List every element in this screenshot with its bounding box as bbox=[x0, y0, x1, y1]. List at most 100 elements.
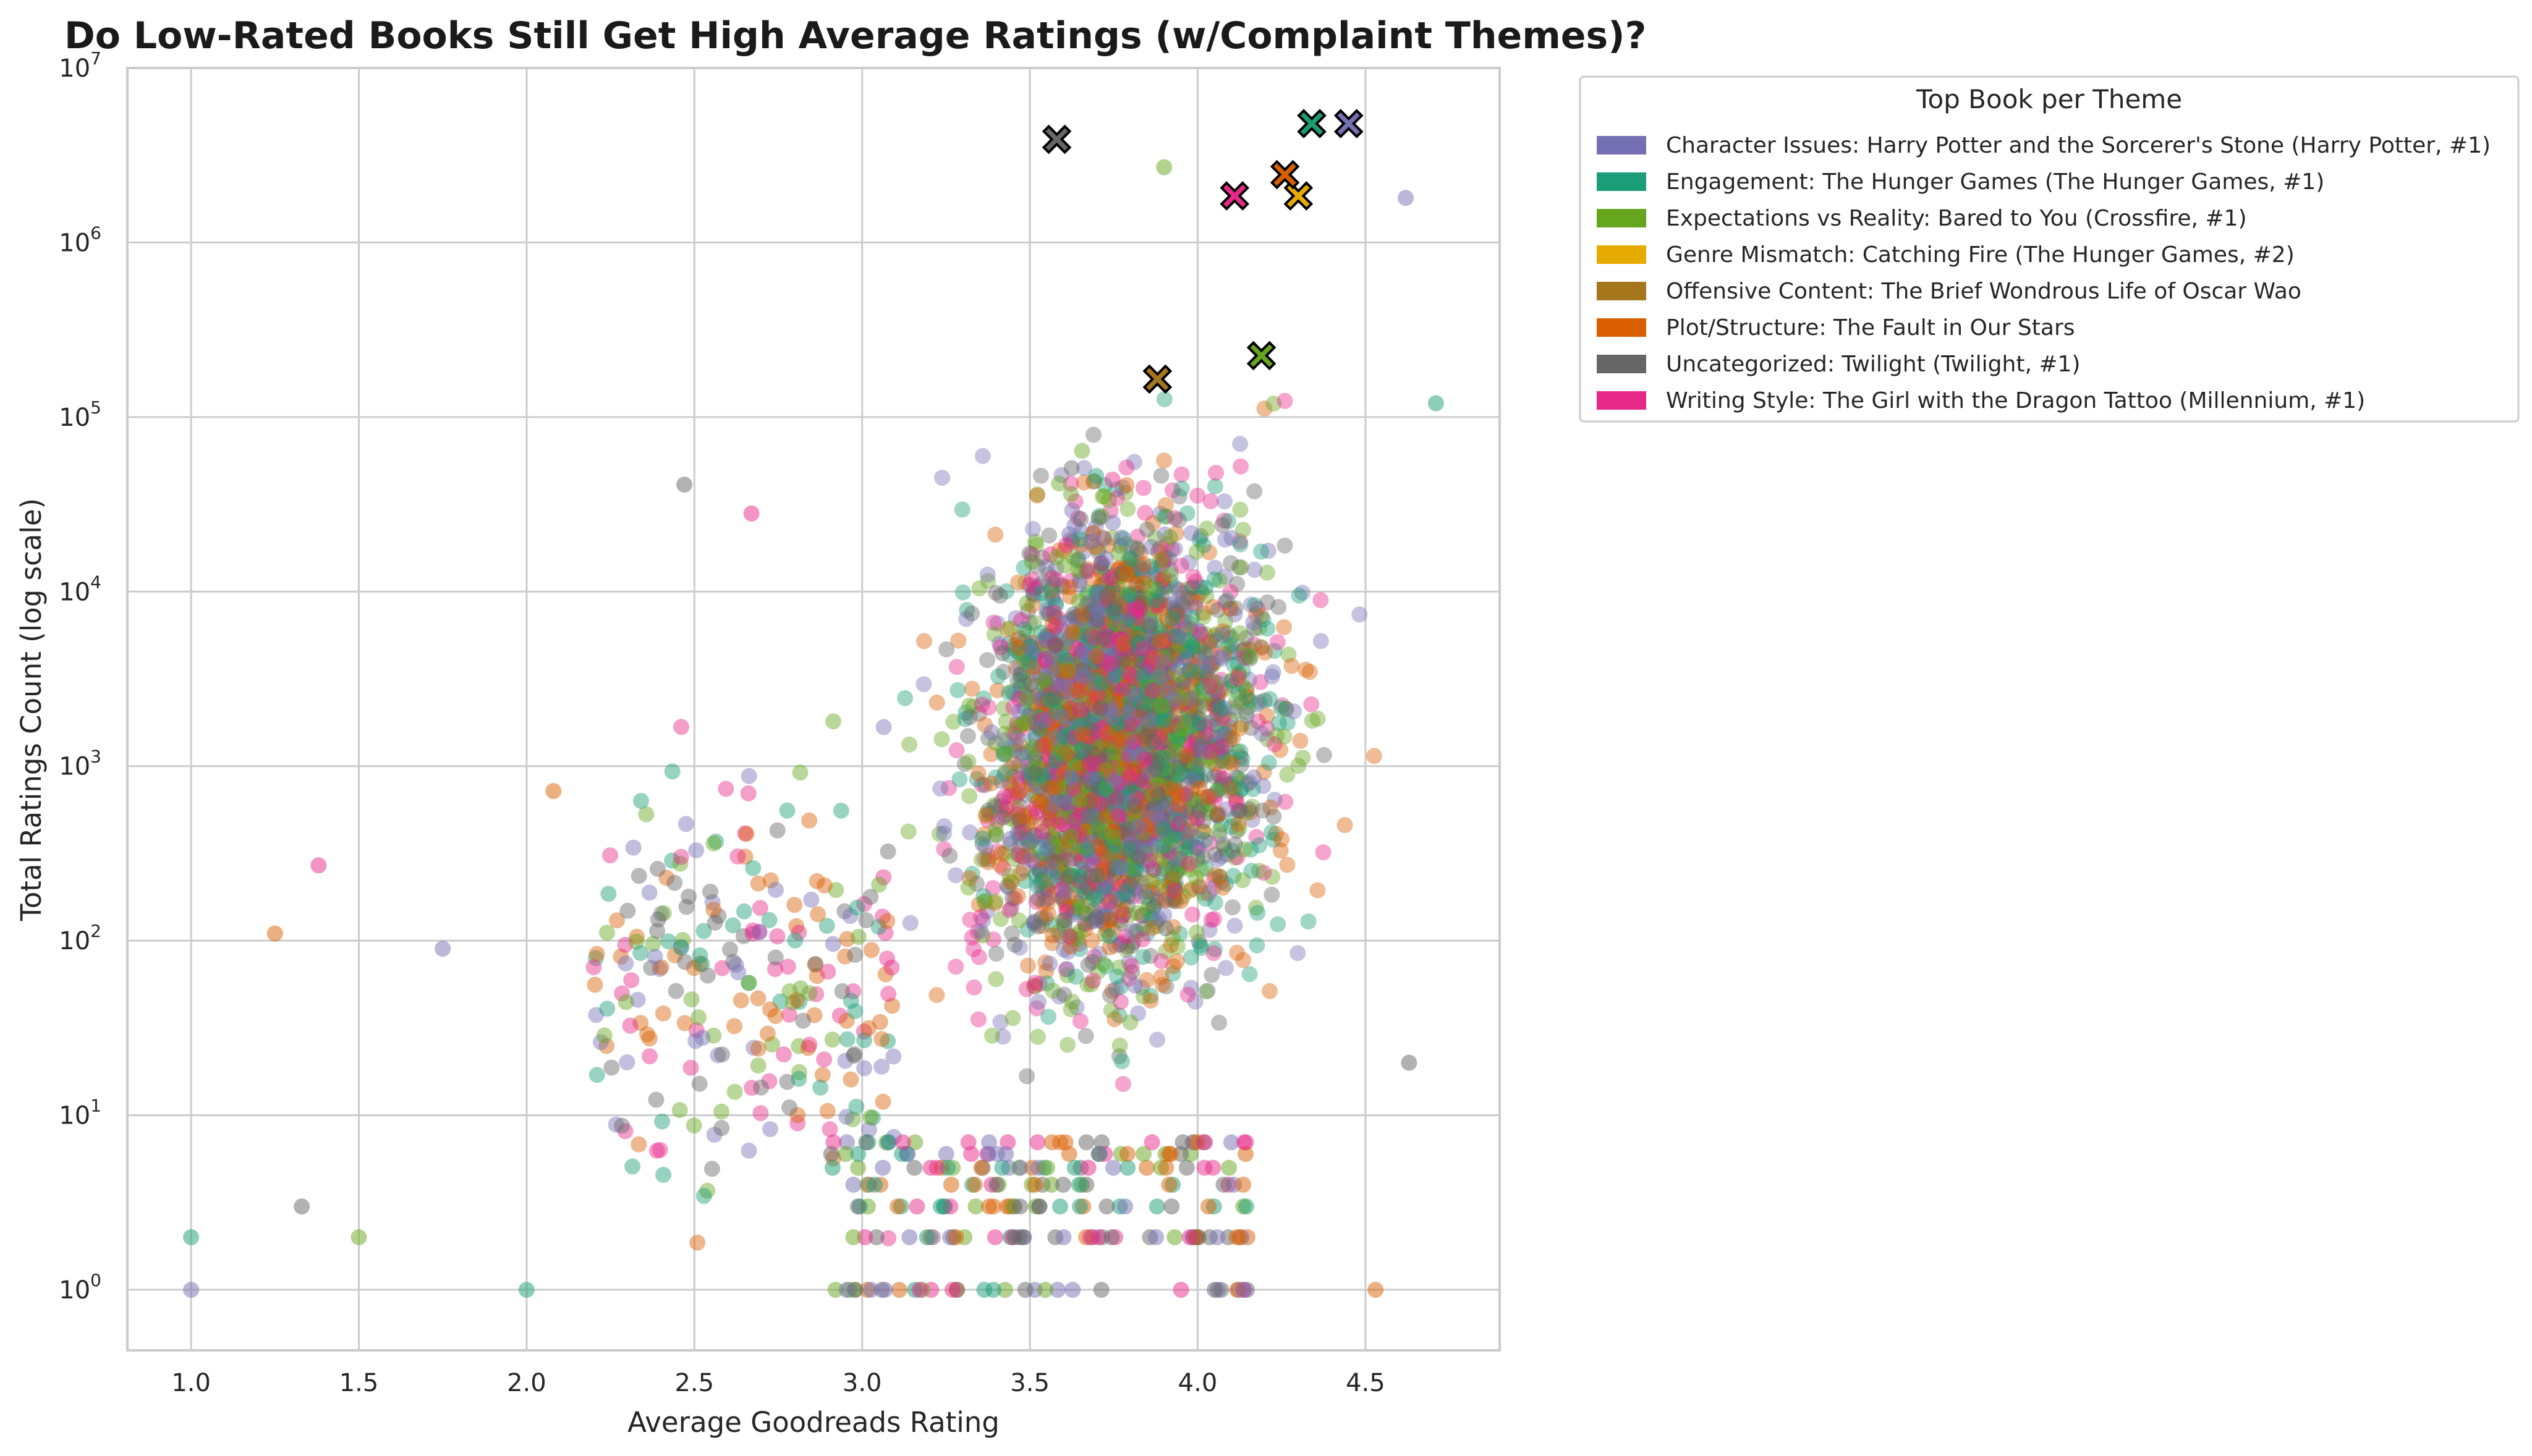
scatter-point bbox=[916, 633, 932, 650]
scatter-point bbox=[1232, 743, 1249, 760]
scatter-point bbox=[1162, 529, 1178, 546]
scatter-point bbox=[1056, 986, 1073, 1003]
scatter-point bbox=[1074, 847, 1091, 863]
scatter-point bbox=[961, 788, 978, 805]
scatter-point bbox=[933, 731, 950, 748]
scatter-point bbox=[1265, 831, 1282, 848]
scatter-point bbox=[767, 881, 784, 898]
scatter-point bbox=[1123, 617, 1140, 633]
scatter-point bbox=[1241, 671, 1257, 688]
scatter-point bbox=[1184, 781, 1200, 797]
scatter-point bbox=[1127, 798, 1143, 814]
scatter-point bbox=[1336, 817, 1353, 834]
scatter-point bbox=[1037, 954, 1054, 971]
scatter-point bbox=[1071, 624, 1088, 640]
scatter-point bbox=[994, 1159, 1011, 1176]
scatter-point bbox=[622, 1017, 639, 1034]
scatter-point bbox=[1025, 635, 1042, 651]
scatter-point bbox=[1113, 662, 1129, 679]
scatter-point bbox=[1145, 861, 1162, 878]
scatter-point bbox=[1178, 834, 1194, 850]
scatter-point bbox=[1231, 820, 1247, 837]
scatter-point bbox=[1048, 864, 1065, 881]
scatter-point bbox=[619, 1054, 635, 1070]
scatter-point bbox=[1070, 608, 1086, 624]
scatter-point bbox=[1058, 801, 1075, 818]
scatter-point bbox=[1051, 757, 1068, 774]
scatter-point bbox=[1203, 912, 1220, 928]
scatter-point bbox=[1217, 613, 1234, 630]
scatter-point bbox=[1149, 582, 1166, 598]
scatter-point bbox=[1294, 750, 1311, 766]
scatter-point bbox=[1027, 1177, 1043, 1193]
scatter-point bbox=[1091, 672, 1108, 688]
scatter-point bbox=[1124, 562, 1141, 579]
scatter-point bbox=[1111, 729, 1128, 745]
scatter-point bbox=[1138, 801, 1154, 818]
scatter-point bbox=[1130, 554, 1147, 571]
scatter-point bbox=[1219, 625, 1236, 641]
scatter-point bbox=[1260, 543, 1277, 559]
scatter-point bbox=[1179, 705, 1196, 722]
scatter-point bbox=[1029, 718, 1046, 735]
scatter-point bbox=[1189, 590, 1206, 606]
scatter-point bbox=[1128, 758, 1144, 774]
scatter-point bbox=[1006, 637, 1023, 653]
scatter-point bbox=[1266, 736, 1283, 753]
scatter-point bbox=[762, 1001, 778, 1018]
scatter-point bbox=[1129, 905, 1145, 921]
scatter-point bbox=[1116, 761, 1133, 778]
scatter-point bbox=[1125, 642, 1141, 659]
scatter-point bbox=[1135, 667, 1152, 684]
scatter-point bbox=[1087, 849, 1103, 865]
x-tick-label: 1.5 bbox=[339, 1369, 379, 1397]
scatter-point bbox=[1155, 715, 1171, 732]
scatter-point bbox=[1098, 1198, 1115, 1215]
scatter-point bbox=[995, 1028, 1011, 1045]
scatter-point bbox=[1062, 867, 1079, 884]
scatter-point bbox=[1092, 851, 1108, 868]
scatter-point bbox=[1093, 675, 1110, 692]
scatter-point bbox=[1163, 806, 1180, 823]
scatter-point bbox=[1148, 671, 1165, 688]
scatter-point bbox=[1113, 821, 1129, 837]
scatter-point bbox=[1229, 670, 1246, 687]
scatter-point bbox=[1040, 856, 1057, 873]
scatter-point bbox=[993, 845, 1009, 862]
scatter-point bbox=[1035, 677, 1052, 693]
scatter-point bbox=[1098, 739, 1115, 755]
scatter-point bbox=[1099, 726, 1116, 742]
scatter-point bbox=[1054, 708, 1071, 725]
scatter-point bbox=[1109, 670, 1126, 687]
scatter-point bbox=[973, 852, 990, 868]
scatter-point bbox=[1034, 737, 1051, 754]
scatter-point bbox=[1027, 646, 1044, 663]
scatter-point bbox=[1070, 551, 1087, 567]
scatter-point bbox=[1097, 772, 1113, 789]
scatter-point bbox=[1230, 770, 1246, 787]
scatter-point bbox=[1158, 679, 1175, 695]
scatter-point bbox=[1202, 714, 1218, 730]
scatter-point bbox=[1148, 889, 1165, 906]
scatter-point bbox=[998, 583, 1014, 599]
scatter-point bbox=[1106, 656, 1123, 673]
scatter-point bbox=[877, 1282, 893, 1298]
scatter-point bbox=[1177, 620, 1194, 637]
scatter-point bbox=[1084, 698, 1101, 714]
scatter-point bbox=[1156, 662, 1173, 679]
scatter-point bbox=[849, 1198, 866, 1215]
scatter-point bbox=[714, 1046, 731, 1063]
scatter-point bbox=[1171, 690, 1187, 706]
scatter-point bbox=[1090, 601, 1107, 617]
scatter-point bbox=[1161, 1177, 1178, 1193]
scatter-point bbox=[1084, 533, 1101, 549]
scatter-point bbox=[1074, 740, 1091, 756]
scatter-point bbox=[980, 812, 996, 829]
scatter-point bbox=[1192, 719, 1209, 736]
scatter-point bbox=[1076, 802, 1093, 819]
scatter-point bbox=[1085, 732, 1102, 749]
scatter-point bbox=[1079, 725, 1095, 741]
scatter-point bbox=[873, 1031, 890, 1048]
scatter-point bbox=[1035, 632, 1051, 649]
scatter-point bbox=[1135, 758, 1152, 775]
